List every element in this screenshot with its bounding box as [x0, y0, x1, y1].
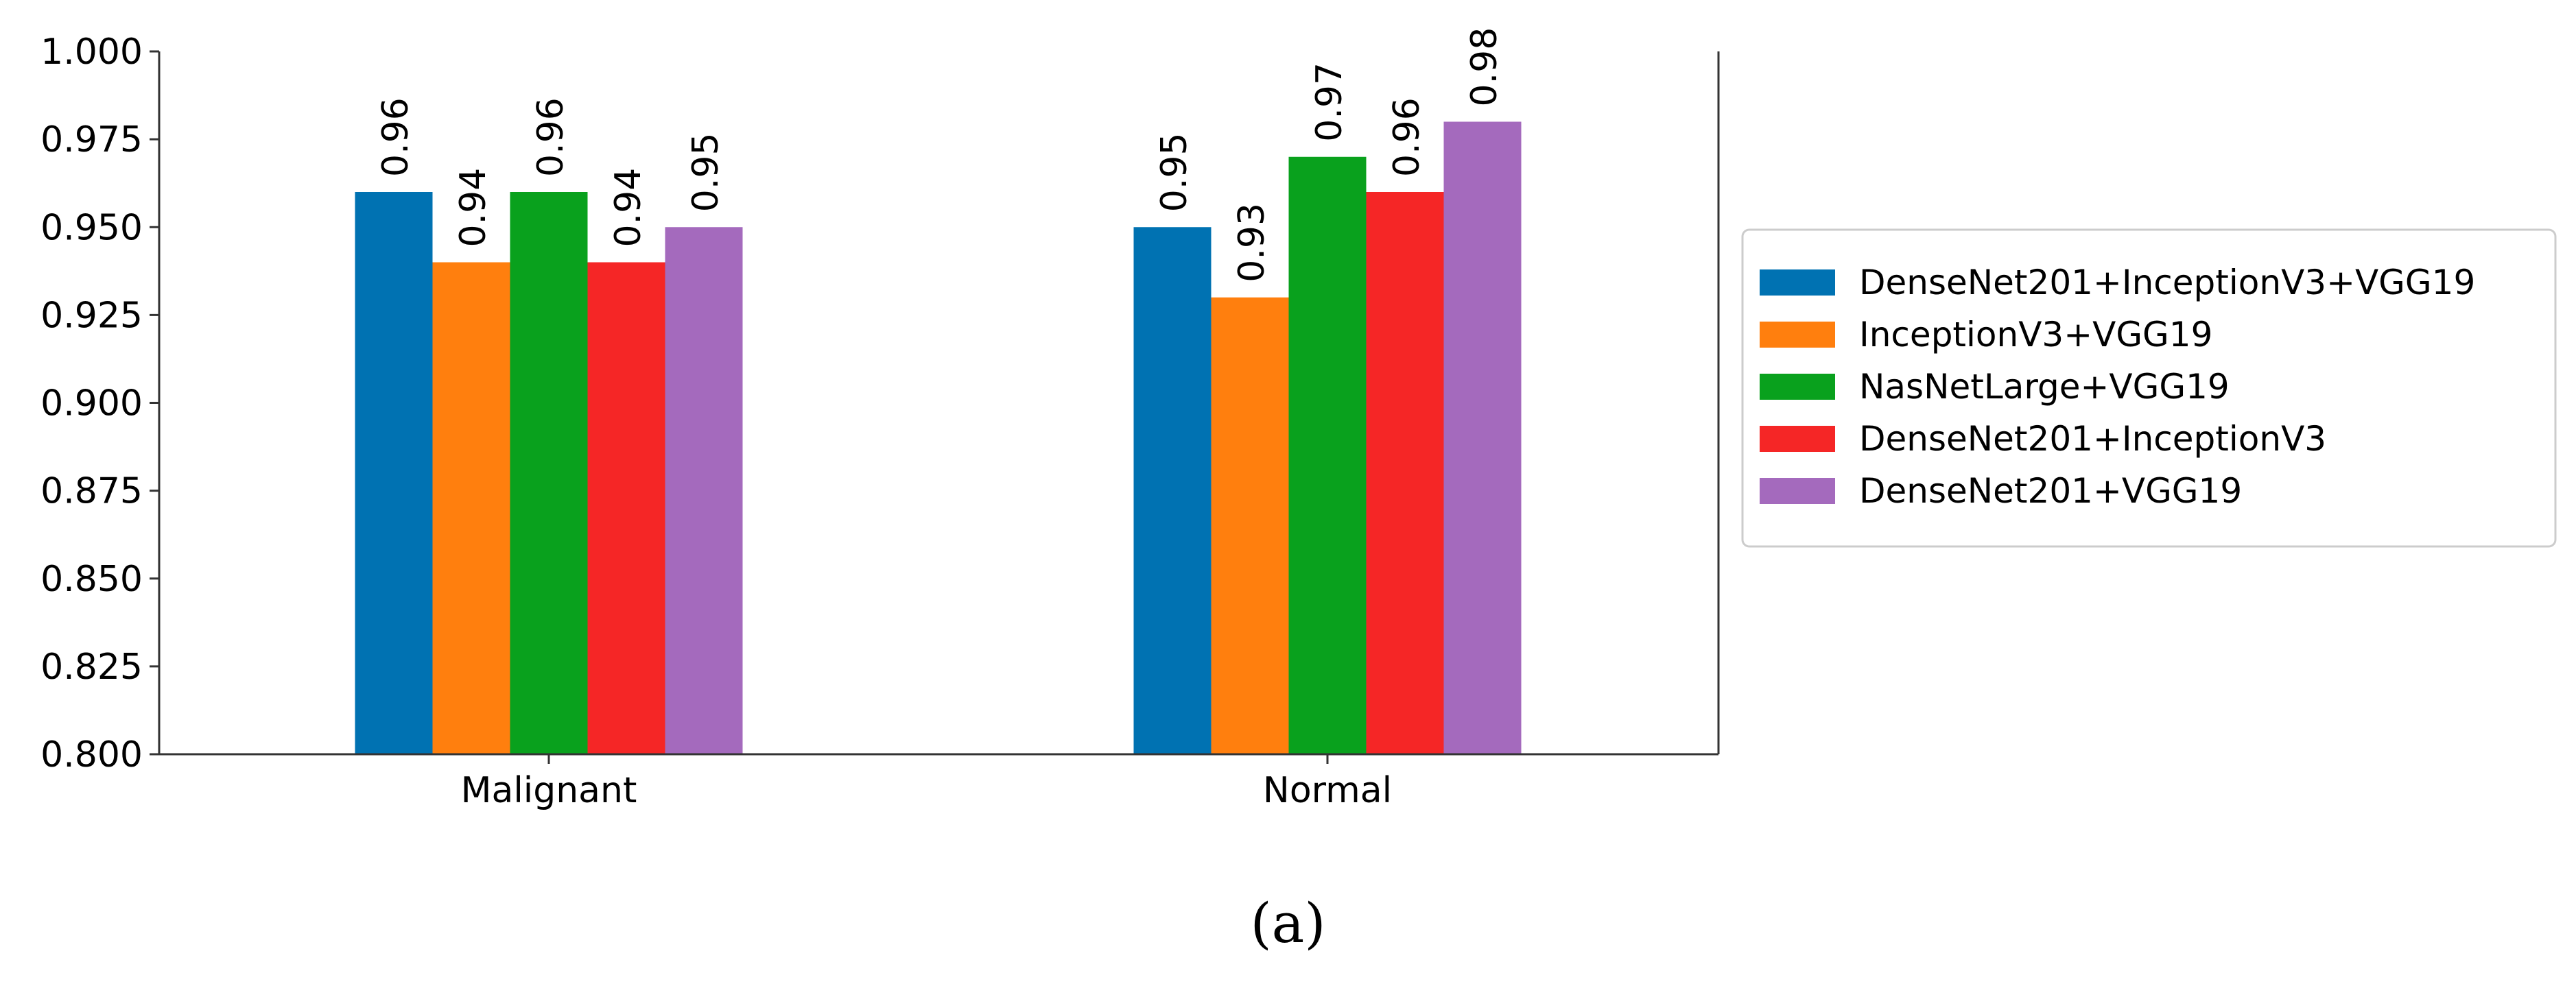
bar-normal-series-2 — [1211, 297, 1289, 754]
bar-normal-series-3 — [1288, 156, 1367, 754]
data-label: 0.93 — [1231, 203, 1273, 282]
bar-normal-series-5 — [1443, 121, 1522, 754]
data-label: 0.97 — [1309, 62, 1350, 142]
legend-label: DenseNet201+InceptionV3 — [1859, 419, 2326, 459]
bar-malignant-series-3 — [510, 192, 588, 754]
legend-frame — [1741, 228, 2557, 548]
legend-label: InceptionV3+VGG19 — [1859, 315, 2212, 354]
y-tick-label: 0.850 — [40, 559, 143, 600]
bar-malignant-series-2 — [432, 262, 510, 754]
y-tick-label: 0.800 — [40, 734, 143, 775]
legend-label: DenseNet201+VGG19 — [1859, 471, 2242, 511]
data-label: 0.96 — [530, 97, 571, 177]
bar-malignant-series-5 — [665, 227, 743, 754]
data-label: 0.95 — [685, 132, 726, 212]
data-labels-layer: 0.96 0.95 0.94 0.93 0.96 0.97 0.94 0.96 0.95 0.98 — [375, 27, 1505, 282]
y-tick-label: 0.925 — [40, 295, 143, 336]
y-tick-label: 0.975 — [40, 119, 143, 160]
bar-malignant-series-4 — [587, 262, 665, 754]
data-label: 0.94 — [608, 168, 649, 248]
legend-label: DenseNet201+InceptionV3+VGG19 — [1859, 263, 2475, 302]
legend-swatch — [1760, 374, 1835, 400]
legend-swatch — [1760, 478, 1835, 504]
bar-malignant-series-1 — [355, 192, 433, 754]
data-label: 0.98 — [1464, 27, 1505, 107]
y-tick-label: 0.900 — [40, 383, 143, 424]
figure-caption: (a) — [1250, 891, 1326, 955]
x-tick-label: Malignant — [461, 770, 637, 811]
legend-swatch — [1760, 426, 1835, 452]
data-label: 0.95 — [1154, 132, 1195, 212]
data-label: 0.96 — [1386, 97, 1428, 177]
y-tick-label: 0.950 — [40, 207, 143, 248]
axes-layer: 0.800 0.825 0.850 0.875 0.900 0.925 0.950 0.975… — [40, 32, 1720, 811]
y-tick-label: 1.000 — [40, 32, 143, 73]
bar-normal-series-4 — [1366, 192, 1444, 754]
legend-label: NasNetLarge+VGG19 — [1859, 367, 2230, 407]
data-label: 0.94 — [453, 168, 494, 248]
bar-normal-series-1 — [1133, 227, 1212, 754]
bars-layer — [355, 121, 1522, 754]
data-label: 0.96 — [375, 97, 416, 177]
legend: DenseNet201+InceptionV3+VGG19 InceptionV3… — [1741, 228, 2557, 548]
legend-swatch — [1760, 322, 1835, 348]
y-tick-label: 0.825 — [40, 647, 143, 688]
y-tick-label: 0.875 — [40, 471, 143, 512]
legend-swatch — [1760, 269, 1835, 296]
x-tick-label: Normal — [1263, 770, 1392, 811]
